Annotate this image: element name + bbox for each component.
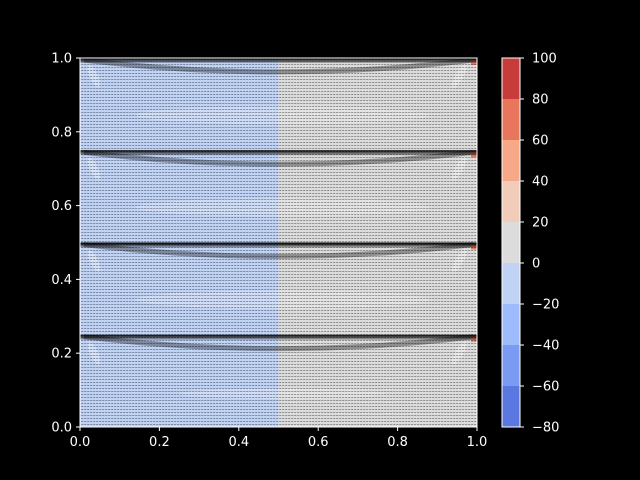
plot-frame xyxy=(79,57,478,428)
colorbar-segment xyxy=(502,58,520,99)
colorbar-segment xyxy=(502,222,520,263)
y-tick-label: 0.6 xyxy=(51,199,72,214)
colorbar-segment xyxy=(502,99,520,140)
y-tick-label: 0.0 xyxy=(51,421,72,436)
colorbar-segment xyxy=(502,304,520,345)
colorbar-tick-label: 40 xyxy=(532,175,549,190)
colorbar-tick-label: 20 xyxy=(532,216,549,231)
colorbar-segment xyxy=(502,140,520,181)
y-tick-label: 0.4 xyxy=(51,273,72,288)
colorbar-frame xyxy=(501,57,521,428)
colorbar-tick-label: −40 xyxy=(532,339,559,354)
x-tick-label: 0.2 xyxy=(149,435,170,450)
colorbar-segment xyxy=(502,263,520,304)
colorbar-tick-label: 80 xyxy=(532,93,549,108)
colorbar-segment xyxy=(502,181,520,222)
x-axis: 0.0 0.2 0.4 0.6 0.8 1.0 xyxy=(70,427,488,450)
colorbar-segment xyxy=(502,386,520,427)
colorbar: −80 −60 −40 −20 0 20 40 60 80 100 xyxy=(501,52,559,436)
x-tick-label: 0.6 xyxy=(308,435,329,450)
x-tick-label: 0.4 xyxy=(228,435,249,450)
colorbar-tick-label: −80 xyxy=(532,421,559,436)
colorbar-tick-label: 60 xyxy=(532,134,549,149)
x-tick-label: 0.0 xyxy=(70,435,91,450)
colorbar-segment xyxy=(502,345,520,386)
plot-area xyxy=(80,58,477,427)
colorbar-tick-label: −20 xyxy=(532,298,559,313)
y-tick-label: 0.2 xyxy=(51,347,72,362)
y-tick-label: 1.0 xyxy=(51,52,72,67)
colorbar-tick-label: −60 xyxy=(532,380,559,395)
colorbar-tick-label: 100 xyxy=(532,52,557,67)
y-axis: 0.0 0.2 0.4 0.6 0.8 1.0 xyxy=(51,52,80,436)
colorbar-tick-label: 0 xyxy=(532,257,540,272)
x-tick-label: 1.0 xyxy=(467,435,488,450)
y-tick-label: 0.8 xyxy=(51,125,72,140)
x-tick-label: 0.8 xyxy=(387,435,408,450)
